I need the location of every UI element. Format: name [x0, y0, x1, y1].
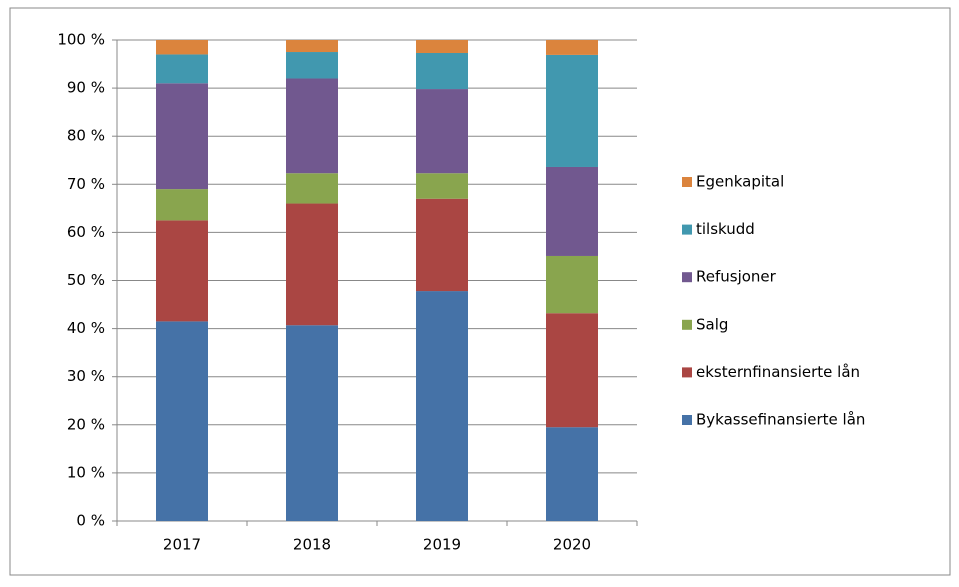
- bar-segment: [286, 40, 338, 53]
- bar-segment: [156, 220, 208, 322]
- y-tick-label: 0 %: [76, 512, 105, 530]
- y-tick-label: 30 %: [67, 367, 105, 385]
- legend-label: Salg: [696, 315, 728, 333]
- bar-segment: [416, 89, 468, 174]
- bar-segment: [286, 203, 338, 326]
- y-tick-label: 50 %: [67, 271, 105, 289]
- y-tick-label: 70 %: [67, 175, 105, 193]
- chart-frame: [9, 7, 951, 576]
- legend-swatch: [682, 224, 692, 235]
- bar-segment: [286, 325, 338, 521]
- legend-swatch: [682, 367, 692, 378]
- x-tick-label: 2018: [293, 536, 331, 554]
- bar-segment: [286, 52, 338, 79]
- bar-segment: [416, 173, 468, 199]
- y-tick-label: 10 %: [67, 463, 105, 481]
- bar-segment: [156, 83, 208, 190]
- bar-segment: [546, 313, 598, 428]
- bar-segment: [156, 189, 208, 221]
- bar-segment: [286, 78, 338, 174]
- x-tick-label: 2020: [553, 536, 591, 554]
- y-tick-label: 80 %: [67, 127, 105, 145]
- bar-segment: [156, 54, 208, 84]
- legend-swatch: [682, 272, 692, 283]
- bar-segment: [156, 321, 208, 521]
- y-tick-label: 60 %: [67, 223, 105, 241]
- y-tick-label: 90 %: [67, 79, 105, 97]
- bar-segment: [416, 40, 468, 53]
- legend-label: tilskudd: [696, 220, 755, 238]
- legend-label: Egenkapital: [696, 173, 784, 191]
- legend-swatch: [682, 415, 692, 425]
- legend-label: Bykassefinansierte lån: [696, 411, 865, 429]
- bar-segment: [546, 40, 598, 55]
- bar-segment: [156, 40, 208, 55]
- bar-segment: [286, 173, 338, 204]
- bar-segment: [416, 291, 468, 521]
- x-tick-label: 2019: [423, 536, 461, 554]
- legend-label: eksternfinansierte lån: [696, 363, 860, 381]
- y-tick-label: 20 %: [67, 415, 105, 433]
- bar-segment: [416, 198, 468, 292]
- legend-swatch: [682, 177, 692, 187]
- legend-label: Refusjoner: [696, 268, 777, 286]
- x-tick-label: 2017: [163, 536, 201, 554]
- bar-segment: [546, 166, 598, 256]
- bar-segment: [546, 54, 598, 167]
- bar-segment: [546, 427, 598, 521]
- bar-segment: [416, 52, 468, 90]
- y-tick-label: 100 %: [57, 31, 105, 49]
- legend-swatch: [682, 319, 692, 330]
- bar-segment: [546, 255, 598, 314]
- y-tick-label: 40 %: [67, 319, 105, 337]
